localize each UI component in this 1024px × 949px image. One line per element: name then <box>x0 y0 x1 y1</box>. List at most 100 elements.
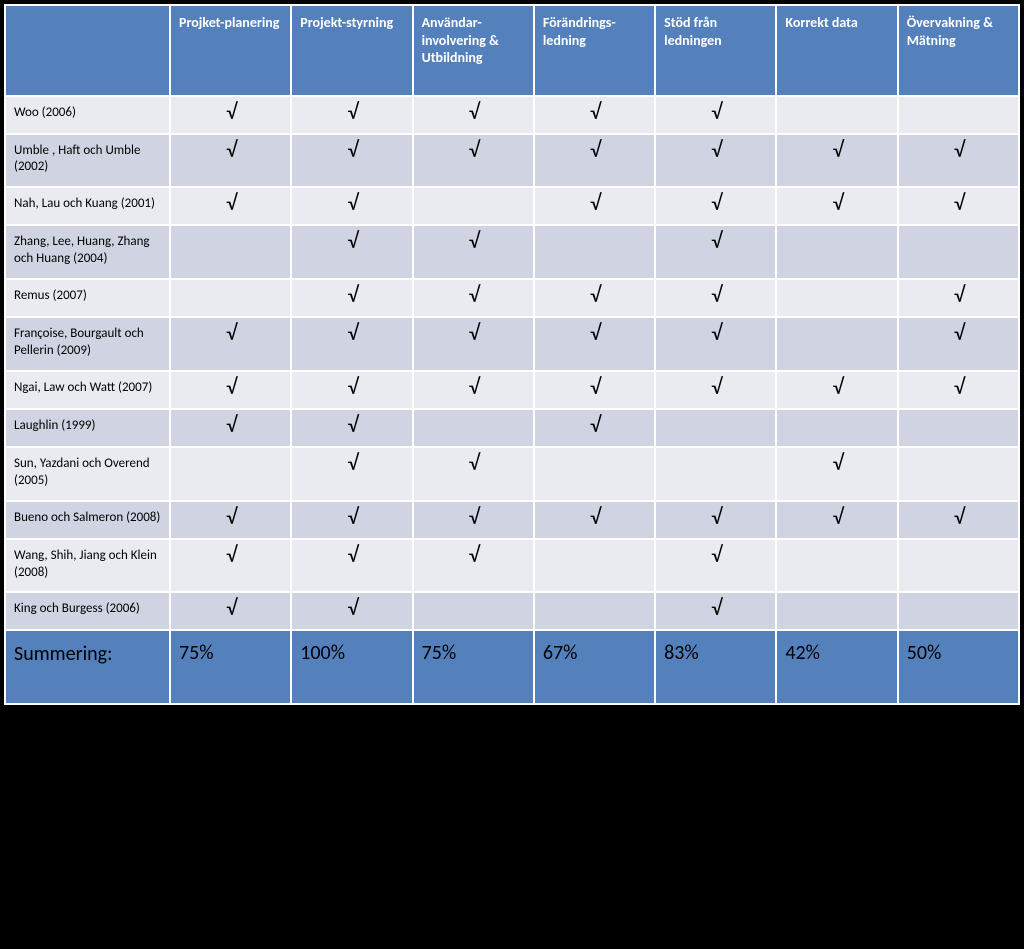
cell-mark: √ <box>655 371 776 409</box>
row-label: Umble , Haft och Umble (2002) <box>5 134 170 188</box>
table-row: Wang, Shih, Jiang och Klein (2008)√√√√ <box>5 539 1019 593</box>
cell-mark: √ <box>898 317 1019 371</box>
cell-mark: √ <box>170 409 291 447</box>
cell-mark: √ <box>291 279 412 317</box>
cell-mark: √ <box>776 187 897 225</box>
row-label: Sun, Yazdani och Overend (2005) <box>5 447 170 501</box>
col-header: Förändrings-ledning <box>534 5 655 96</box>
cell-mark <box>655 409 776 447</box>
cell-mark <box>413 409 534 447</box>
table-row: Françoise, Bourgault och Pellerin (2009)… <box>5 317 1019 371</box>
cell-mark <box>534 539 655 593</box>
table-row: Sun, Yazdani och Overend (2005)√√√ <box>5 447 1019 501</box>
cell-mark: √ <box>291 592 412 630</box>
table-row: Umble , Haft och Umble (2002)√√√√√√√ <box>5 134 1019 188</box>
cell-mark: √ <box>170 187 291 225</box>
cell-mark: √ <box>776 447 897 501</box>
cell-mark: √ <box>413 225 534 279</box>
cell-mark: √ <box>534 187 655 225</box>
cell-mark <box>170 279 291 317</box>
cell-mark: √ <box>291 96 412 134</box>
cell-mark: √ <box>776 134 897 188</box>
cell-mark <box>655 447 776 501</box>
cell-mark <box>534 447 655 501</box>
row-label: Nah, Lau och Kuang (2001) <box>5 187 170 225</box>
cell-mark: √ <box>291 539 412 593</box>
cell-mark: √ <box>655 592 776 630</box>
cell-mark <box>534 225 655 279</box>
cell-mark: √ <box>655 317 776 371</box>
col-header: Övervakning & Mätning <box>898 5 1019 96</box>
cell-mark: √ <box>413 279 534 317</box>
cell-mark: √ <box>291 447 412 501</box>
cell-mark: √ <box>170 96 291 134</box>
cell-mark: √ <box>170 501 291 539</box>
cell-mark: √ <box>170 539 291 593</box>
cell-mark <box>898 225 1019 279</box>
summary-value: 75% <box>170 630 291 704</box>
cell-mark <box>170 225 291 279</box>
cell-mark: √ <box>655 279 776 317</box>
cell-mark: √ <box>534 134 655 188</box>
cell-mark: √ <box>655 96 776 134</box>
cell-mark: √ <box>534 317 655 371</box>
cell-mark <box>898 409 1019 447</box>
header-blank <box>5 5 170 96</box>
row-label: Laughlin (1999) <box>5 409 170 447</box>
cell-mark: √ <box>898 501 1019 539</box>
cell-mark: √ <box>655 187 776 225</box>
cell-mark: √ <box>170 371 291 409</box>
table-row: Nah, Lau och Kuang (2001)√√√√√√ <box>5 187 1019 225</box>
summary-value: 42% <box>776 630 897 704</box>
cell-mark: √ <box>291 409 412 447</box>
cell-mark <box>534 592 655 630</box>
cell-mark <box>898 96 1019 134</box>
table-row: Bueno och Salmeron (2008)√√√√√√√ <box>5 501 1019 539</box>
row-label: Wang, Shih, Jiang och Klein (2008) <box>5 539 170 593</box>
cell-mark <box>170 447 291 501</box>
cell-mark: √ <box>170 317 291 371</box>
header-row: Projket-planering Projekt-styrning Använ… <box>5 5 1019 96</box>
cell-mark: √ <box>898 134 1019 188</box>
table-container: Projket-planering Projekt-styrning Använ… <box>4 4 1020 705</box>
cell-mark: √ <box>291 225 412 279</box>
row-label: Ngai, Law och Watt (2007) <box>5 371 170 409</box>
cell-mark: √ <box>291 501 412 539</box>
row-label: King och Burgess (2006) <box>5 592 170 630</box>
cell-mark: √ <box>898 187 1019 225</box>
cell-mark: √ <box>776 501 897 539</box>
cell-mark: √ <box>898 279 1019 317</box>
row-label: Remus (2007) <box>5 279 170 317</box>
cell-mark <box>776 539 897 593</box>
col-header: Stöd från ledningen <box>655 5 776 96</box>
cell-mark: √ <box>898 371 1019 409</box>
table-row: Remus (2007)√√√√√ <box>5 279 1019 317</box>
table-body: Woo (2006)√√√√√Umble , Haft och Umble (2… <box>5 96 1019 705</box>
cell-mark: √ <box>291 187 412 225</box>
summary-label: Summering: <box>5 630 170 704</box>
summary-value: 100% <box>291 630 412 704</box>
cell-mark <box>776 279 897 317</box>
col-header: Korrekt data <box>776 5 897 96</box>
cell-mark: √ <box>291 317 412 371</box>
table-row: Laughlin (1999)√√√ <box>5 409 1019 447</box>
cell-mark <box>776 96 897 134</box>
cell-mark: √ <box>534 501 655 539</box>
cell-mark: √ <box>291 371 412 409</box>
cell-mark: √ <box>413 539 534 593</box>
cell-mark <box>776 592 897 630</box>
summary-value: 50% <box>898 630 1019 704</box>
row-label: Françoise, Bourgault och Pellerin (2009) <box>5 317 170 371</box>
table-row: Woo (2006)√√√√√ <box>5 96 1019 134</box>
table-row: King och Burgess (2006)√√√ <box>5 592 1019 630</box>
cell-mark <box>898 539 1019 593</box>
summary-value: 75% <box>413 630 534 704</box>
cell-mark: √ <box>170 134 291 188</box>
cell-mark: √ <box>413 317 534 371</box>
cell-mark: √ <box>534 409 655 447</box>
cell-mark <box>776 225 897 279</box>
table-row: Zhang, Lee, Huang, Zhang och Huang (2004… <box>5 225 1019 279</box>
table-row: Ngai, Law och Watt (2007)√√√√√√√ <box>5 371 1019 409</box>
cell-mark <box>898 592 1019 630</box>
summary-value: 83% <box>655 630 776 704</box>
